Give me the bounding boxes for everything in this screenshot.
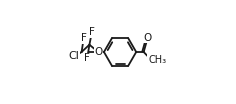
Text: O: O	[147, 55, 155, 65]
Text: O: O	[94, 47, 102, 57]
Text: F: F	[89, 27, 95, 37]
Text: CH₃: CH₃	[149, 55, 167, 65]
Text: O: O	[143, 33, 152, 43]
Text: Cl: Cl	[68, 51, 79, 61]
Text: F: F	[81, 33, 87, 43]
Text: F: F	[84, 53, 90, 63]
